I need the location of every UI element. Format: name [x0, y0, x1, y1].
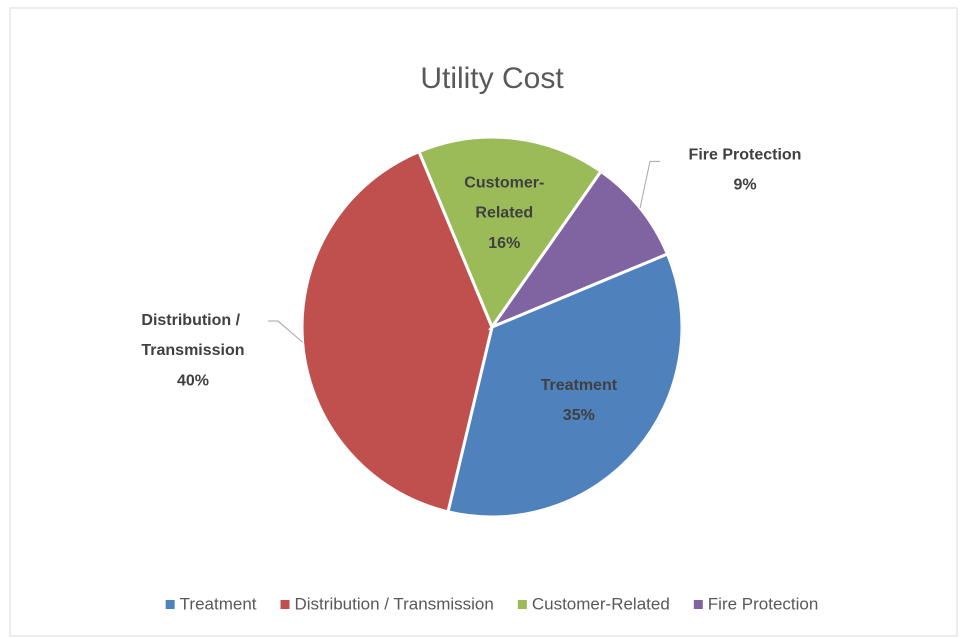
data-label-name: Treatment — [541, 377, 618, 394]
label-line: Transmission — [141, 342, 244, 359]
data-label-name: Fire Protection — [689, 147, 802, 164]
legend-label: Treatment — [180, 594, 257, 613]
label-line: Related — [475, 205, 533, 222]
legend-label: Customer-Related — [532, 594, 670, 613]
label-line: Treatment — [541, 377, 618, 394]
label-line: Distribution / — [141, 312, 244, 329]
pie-slice — [417, 135, 604, 331]
data-label-value: 40% — [177, 372, 209, 389]
legend-swatch — [165, 600, 175, 609]
chart-title: Utility Cost — [420, 62, 564, 95]
data-label-value: 35% — [563, 407, 595, 424]
pie-slice — [446, 252, 684, 519]
data-label-name: Customer- Related — [464, 175, 544, 222]
label-line: Fire Protection — [689, 147, 802, 164]
pie-slice — [300, 149, 494, 514]
legend-swatch — [517, 600, 527, 609]
data-label-name: Distribution / Transmission — [141, 312, 244, 359]
legend-swatch — [693, 600, 703, 609]
data-label-value: 16% — [488, 235, 520, 252]
legend-label: Fire Protection — [708, 594, 819, 613]
label-line: Customer- — [464, 175, 544, 192]
leader-line — [267, 320, 303, 343]
legend-label: Distribution / Transmission — [295, 594, 494, 613]
data-label-value: 9% — [733, 177, 756, 194]
legend-swatch — [280, 600, 290, 609]
leader-line — [639, 160, 660, 209]
